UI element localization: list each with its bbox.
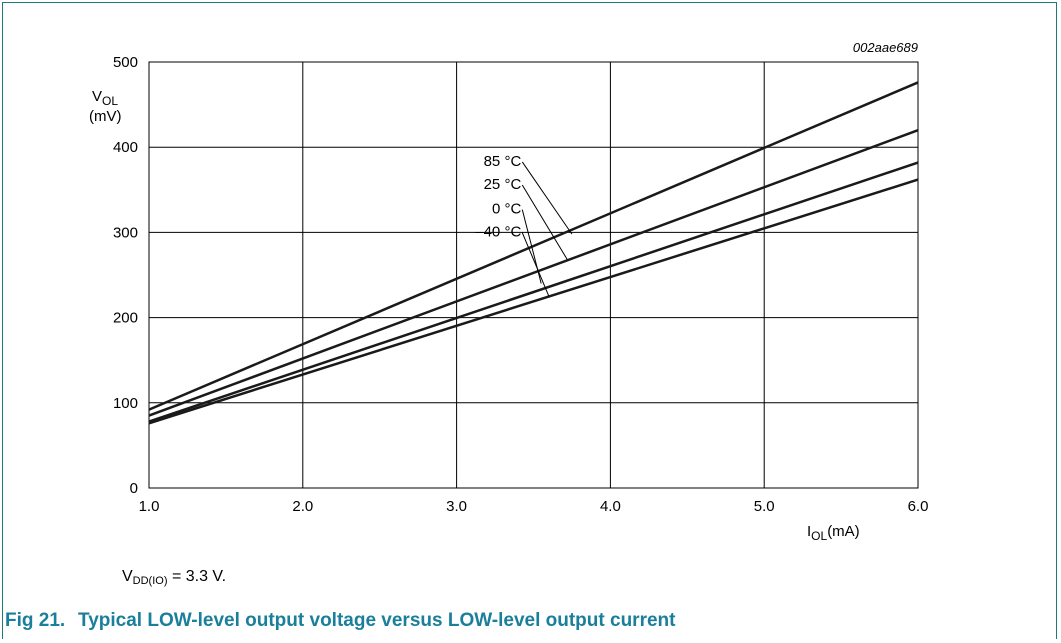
x-tick-label: 2.0	[292, 498, 313, 515]
figure-number: Fig 21.	[5, 610, 66, 631]
y-tick-label: 500	[113, 54, 138, 71]
y-axis-label: VOL	[92, 88, 118, 108]
series-label: –40 °C	[475, 224, 521, 241]
series-label: 85 °C	[484, 153, 522, 170]
x-axis-label: IOL(mA)	[807, 523, 860, 543]
y-tick-label: 300	[113, 224, 138, 241]
figure-caption: Fig 21. Typical LOW-level output voltage …	[5, 610, 675, 632]
chart-code: 002aae689	[853, 40, 918, 55]
chart: 1.0 2.0 3.0 4.0 5.0 6.0 0 100 200 300 400 500 85 °C…	[89, 40, 928, 543]
tick-labels: 1.0 2.0 3.0 4.0 5.0 6.0 0 100 200 300 400 500	[113, 54, 928, 515]
series-line	[148, 81, 919, 411]
leader-line	[521, 232, 550, 297]
series-label: 25 °C	[484, 176, 522, 193]
y-axis-unit: (mV)	[89, 108, 122, 125]
figure-title: Typical LOW-level output voltage versus …	[78, 610, 676, 631]
series-line	[148, 128, 919, 417]
series-lines	[148, 81, 919, 425]
x-tick-label: 1.0	[139, 498, 160, 515]
x-tick-label: 3.0	[446, 498, 467, 515]
series-line	[148, 161, 919, 423]
y-tick-label: 200	[113, 310, 138, 327]
series-annotations: 85 °C 25 °C 0 °C –40 °C	[475, 153, 573, 297]
y-tick-label: 400	[113, 139, 138, 156]
leader-line	[521, 161, 573, 235]
series-label: 0 °C	[492, 201, 522, 218]
grid	[148, 61, 919, 489]
plot-border	[148, 61, 919, 489]
series-line	[148, 178, 919, 425]
x-tick-label: 5.0	[754, 498, 775, 515]
x-tick-label: 6.0	[908, 498, 929, 515]
y-tick-label: 100	[113, 395, 138, 412]
y-tick-label: 0	[130, 480, 138, 497]
x-tick-label: 4.0	[600, 498, 621, 515]
supply-condition: VDD(IO) = 3.3 V.	[122, 568, 227, 587]
leader-line	[521, 184, 568, 260]
